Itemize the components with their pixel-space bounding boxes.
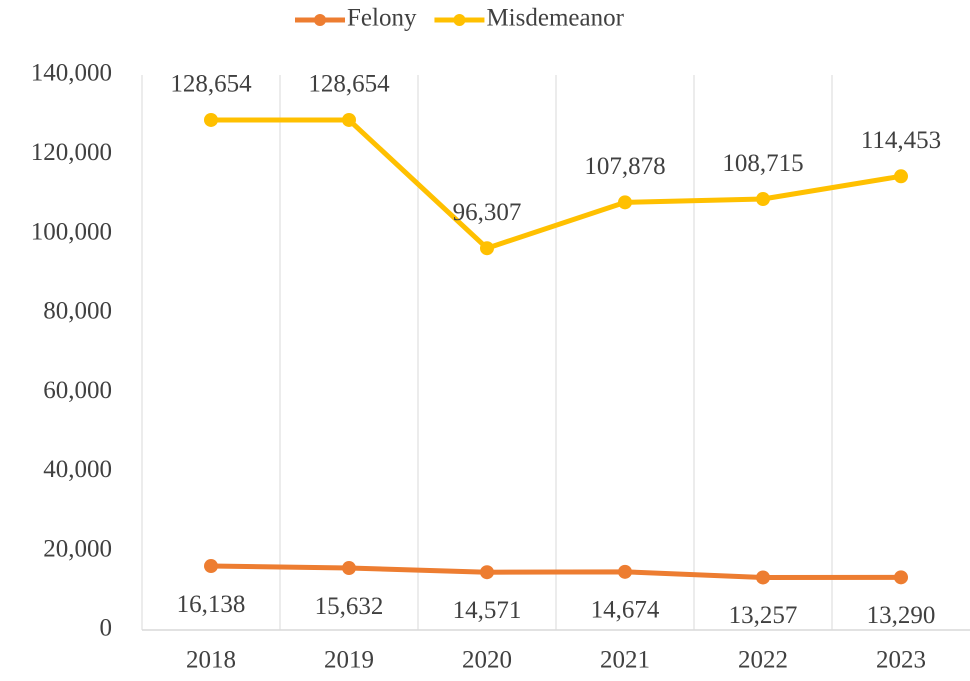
data-point — [894, 169, 908, 184]
data-label: 107,878 — [584, 153, 665, 180]
data-point — [480, 565, 494, 580]
data-label: 128,654 — [308, 71, 390, 98]
data-label: 108,715 — [722, 150, 803, 177]
data-point — [204, 112, 218, 127]
x-tick-label: 2020 — [462, 647, 512, 674]
data-label: 13,257 — [729, 602, 798, 629]
legend-marker — [314, 14, 326, 26]
data-point — [342, 112, 356, 127]
legend-label: Misdemeanor — [486, 5, 624, 32]
y-tick-label: 80,000 — [43, 298, 112, 325]
data-label: 96,307 — [453, 199, 522, 226]
y-tick-label: 100,000 — [31, 218, 112, 245]
data-point — [618, 195, 632, 210]
data-point — [756, 192, 770, 207]
legend-marker — [453, 14, 466, 26]
data-label: 14,674 — [591, 597, 660, 624]
legend-label: Felony — [347, 5, 417, 32]
data-point — [342, 561, 356, 576]
y-tick-label: 0 — [100, 615, 113, 642]
data-point — [894, 570, 908, 585]
y-tick-label: 140,000 — [31, 60, 112, 87]
x-tick-label: 2023 — [876, 647, 926, 674]
data-label: 14,571 — [453, 597, 522, 624]
y-tick-label: 20,000 — [43, 535, 112, 562]
data-label: 15,632 — [315, 593, 384, 620]
data-point — [480, 241, 494, 256]
data-label: 114,453 — [861, 127, 941, 154]
data-point — [756, 570, 770, 585]
x-tick-label: 2021 — [600, 647, 650, 674]
y-tick-label: 120,000 — [31, 139, 112, 166]
data-label: 16,138 — [177, 591, 246, 618]
data-point — [204, 559, 218, 574]
x-tick-label: 2019 — [324, 647, 374, 674]
series-line — [211, 117, 902, 251]
x-tick-label: 2022 — [738, 647, 788, 674]
series-line — [210, 563, 902, 580]
y-tick-label: 40,000 — [43, 456, 112, 483]
x-tick-label: 2018 — [186, 647, 236, 674]
data-point — [618, 564, 632, 579]
data-label: 13,290 — [867, 602, 936, 629]
y-tick-label: 60,000 — [43, 377, 112, 404]
data-label: 128,654 — [170, 71, 252, 98]
